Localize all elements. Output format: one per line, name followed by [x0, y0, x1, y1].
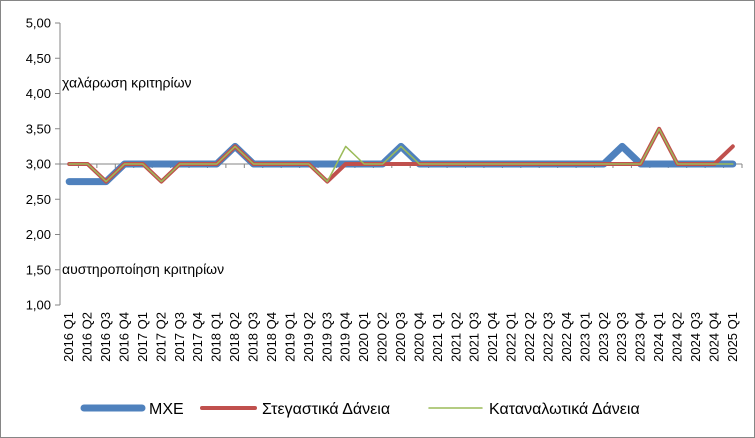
- annotation-text: χαλάρωση κριτηρίων: [62, 75, 192, 91]
- x-tick-label: 2017 Q3: [172, 312, 187, 362]
- x-tick-label: 2022 Q3: [540, 312, 555, 362]
- x-tick-label: 2018 Q2: [227, 312, 242, 362]
- y-tick-label: 3,00: [26, 157, 51, 172]
- x-tick-label: 2023 Q1: [577, 312, 592, 362]
- y-tick-label: 2,00: [26, 227, 51, 242]
- legend-label: MXE: [149, 401, 184, 418]
- x-tick-label: 2023 Q2: [596, 312, 611, 362]
- series-line-3: [68, 128, 734, 183]
- x-tick-label: 2018 Q1: [209, 312, 224, 362]
- x-tick-label: 2016 Q1: [61, 312, 76, 362]
- x-tick-label: 2020 Q1: [356, 312, 371, 362]
- x-tick-label: 2019 Q2: [301, 312, 316, 362]
- x-tick-label: 2019 Q3: [319, 312, 334, 362]
- x-tick-label: 2018 Q3: [246, 312, 261, 362]
- y-tick-label: 4,50: [26, 51, 51, 66]
- x-tick-label: 2018 Q4: [264, 312, 279, 362]
- x-tick-label: 2022 Q2: [522, 312, 537, 362]
- x-tick-label: 2025 Q1: [725, 312, 740, 362]
- x-tick-label: 2022 Q4: [559, 312, 574, 362]
- legend-label: Στεγαστικά Δάνεια: [262, 401, 390, 418]
- y-tick-label: 3,50: [26, 121, 51, 136]
- x-tick-label: 2019 Q4: [338, 312, 353, 362]
- x-tick-label: 2024 Q2: [669, 312, 684, 362]
- x-tick-label: 2017 Q2: [153, 312, 168, 362]
- x-tick-label: 2017 Q4: [190, 312, 205, 362]
- x-tick-label: 2016 Q3: [98, 312, 113, 362]
- plot-area: [55, 22, 743, 306]
- x-tick-label: 2021 Q3: [467, 312, 482, 362]
- y-tick-label: 4,00: [26, 86, 51, 101]
- annotation-text: αυστηροποίηση κριτηρίων: [62, 261, 224, 277]
- x-tick-label: 2020 Q3: [393, 312, 408, 362]
- x-tick-label: 2021 Q1: [430, 312, 445, 362]
- legend-label: Καταναλωτικά Δάνεια: [489, 401, 640, 418]
- x-tick-label: 2023 Q3: [614, 312, 629, 362]
- x-tick-label: 2021 Q4: [485, 312, 500, 362]
- y-tick-label: 1,00: [26, 298, 51, 313]
- legend: MXE Στεγαστικά Δάνεια Καταναλωτικά Δάνεια: [80, 401, 640, 418]
- x-tick-label: 2022 Q1: [504, 312, 519, 362]
- y-tick-label: 5,00: [26, 16, 51, 31]
- x-tick-label: 2016 Q2: [80, 312, 95, 362]
- x-tick-label: 2021 Q2: [448, 312, 463, 362]
- x-tick-label: 2016 Q4: [117, 312, 132, 362]
- x-tick-label: 2023 Q4: [633, 312, 648, 362]
- y-tick-label: 2,50: [26, 192, 51, 207]
- x-tick-label: 2019 Q1: [282, 312, 297, 362]
- x-tick-label: 2017 Q1: [135, 312, 150, 362]
- x-tick-label: 2024 Q1: [651, 312, 666, 362]
- y-axis-tick-labels: 1,00 1,50 2,00 2,50 3,00 3,50 4,00 4,50 5,00: [26, 16, 51, 313]
- x-tick-label: 2020 Q4: [411, 312, 426, 362]
- x-axis-tick-labels: 2016 Q1 2016 Q2 2016 Q3 2016 Q4 2017 Q1 2017 …: [61, 312, 740, 362]
- x-tick-label: 2020 Q2: [375, 312, 390, 362]
- annotations: χαλάρωση κριτηρίων αυστηροποίηση κριτηρίω…: [62, 75, 224, 277]
- x-tick-label: 2024 Q4: [706, 312, 721, 362]
- x-tick-label: 2024 Q3: [688, 312, 703, 362]
- y-tick-label: 1,50: [26, 262, 51, 277]
